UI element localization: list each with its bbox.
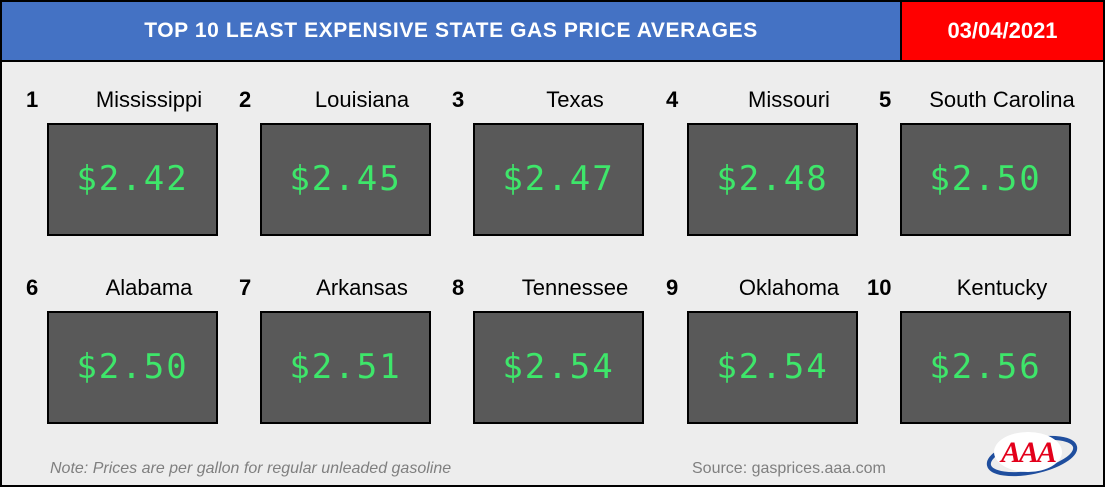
rank-number: 1 (26, 87, 39, 112)
state-name: Louisiana (314, 87, 410, 112)
rank-card-8: 8 Tennessee $2.54 (452, 274, 652, 424)
rank-card-4: 4 Missouri $2.48 (666, 86, 866, 236)
state-name: Tennessee (521, 275, 629, 300)
price-display: $2.54 (687, 311, 858, 424)
price-display: $2.45 (260, 123, 431, 236)
rank-card-5: 5 South Carolina $2.50 (879, 86, 1079, 236)
state-name: Oklahoma (738, 275, 840, 300)
rank-card-3: 3 Texas $2.47 (452, 86, 652, 236)
rank-card-6: 6 Alabama $2.50 (26, 274, 226, 424)
source-credit: Source: gasprices.aaa.com (692, 460, 886, 477)
price-display: $2.50 (900, 123, 1071, 236)
state-name: Alabama (105, 275, 193, 300)
rank-number: 4 (666, 87, 679, 112)
rank-number: 10 (867, 275, 892, 300)
price-display: $2.56 (900, 311, 1071, 424)
rank-number: 2 (239, 87, 252, 112)
price-display: $2.51 (260, 311, 431, 424)
rank-number: 6 (26, 275, 39, 300)
date-badge: 03/04/2021 (902, 2, 1103, 60)
header-bar: TOP 10 LEAST EXPENSIVE STATE GAS PRICE A… (2, 2, 1103, 62)
price-display: $2.42 (47, 123, 218, 236)
rank-number: 5 (879, 87, 892, 112)
state-name: Arkansas (316, 275, 408, 300)
footnote: Note: Prices are per gallon for regular … (50, 460, 452, 477)
header-divider (900, 2, 902, 60)
price-display: $2.48 (687, 123, 858, 236)
state-name: Texas (546, 87, 604, 112)
page-title: TOP 10 LEAST EXPENSIVE STATE GAS PRICE A… (2, 2, 900, 60)
rank-number: 8 (452, 275, 465, 300)
rank-card-9: 9 Oklahoma $2.54 (666, 274, 866, 424)
rank-number: 3 (452, 87, 465, 112)
state-name: Mississippi (95, 87, 203, 112)
aaa-logo-text: AAA (999, 436, 1056, 469)
rank-card-2: 2 Louisiana $2.45 (239, 86, 439, 236)
price-display: $2.50 (47, 311, 218, 424)
state-name: South Carolina (929, 87, 1075, 112)
aaa-logo-icon: AAA (986, 432, 1078, 477)
rank-card-10: 10 Kentucky $2.56 (867, 274, 1071, 424)
rank-number: 9 (666, 275, 679, 300)
state-name: Missouri (748, 87, 830, 112)
rank-card-7: 7 Arkansas $2.51 (239, 274, 439, 424)
state-name: Kentucky (956, 275, 1048, 300)
rank-card-1: 1 Mississippi $2.42 (26, 86, 226, 236)
price-display: $2.54 (473, 311, 644, 424)
rank-number: 7 (239, 275, 252, 300)
price-display: $2.47 (473, 123, 644, 236)
